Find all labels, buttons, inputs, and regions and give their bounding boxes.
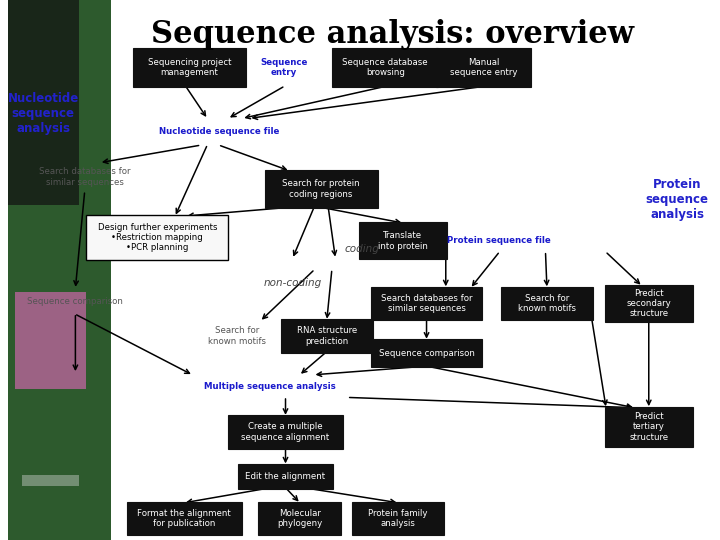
FancyBboxPatch shape bbox=[238, 464, 333, 489]
Text: Protein
sequence
analysis: Protein sequence analysis bbox=[646, 178, 708, 221]
Text: Predict
tertiary
structure: Predict tertiary structure bbox=[629, 411, 668, 442]
Text: Edit the alignment: Edit the alignment bbox=[246, 472, 325, 481]
Text: Sequence
entry: Sequence entry bbox=[261, 58, 307, 77]
FancyBboxPatch shape bbox=[127, 502, 242, 535]
Text: Molecular
phylogeny: Molecular phylogeny bbox=[277, 509, 323, 528]
Text: non-coding: non-coding bbox=[264, 278, 322, 288]
Text: Nucleotide
sequence
analysis: Nucleotide sequence analysis bbox=[8, 92, 79, 135]
Text: Sequence comparison: Sequence comparison bbox=[379, 349, 474, 357]
Text: Search for protein
coding regions: Search for protein coding regions bbox=[282, 179, 360, 199]
Text: Search databases for
similar sequences: Search databases for similar sequences bbox=[381, 294, 472, 313]
Text: Translate
into protein: Translate into protein bbox=[378, 231, 428, 251]
Text: Format the alignment
for publication: Format the alignment for publication bbox=[138, 509, 231, 528]
FancyBboxPatch shape bbox=[86, 215, 228, 260]
Bar bbox=[8, 0, 79, 205]
Text: Predict
secondary
structure: Predict secondary structure bbox=[626, 288, 671, 319]
FancyBboxPatch shape bbox=[371, 339, 482, 367]
FancyBboxPatch shape bbox=[258, 502, 341, 535]
Text: Protein family
analysis: Protein family analysis bbox=[369, 509, 428, 528]
FancyBboxPatch shape bbox=[605, 285, 693, 322]
FancyBboxPatch shape bbox=[132, 48, 246, 87]
Text: Protein sequence file: Protein sequence file bbox=[447, 237, 551, 245]
FancyBboxPatch shape bbox=[281, 319, 373, 353]
Bar bbox=[15, 292, 86, 389]
FancyBboxPatch shape bbox=[264, 170, 378, 208]
Text: Search for
known motifs: Search for known motifs bbox=[208, 326, 266, 346]
FancyBboxPatch shape bbox=[359, 222, 447, 259]
Text: Sequencing project
management: Sequencing project management bbox=[148, 58, 231, 77]
FancyBboxPatch shape bbox=[352, 502, 444, 535]
Bar bbox=[8, 0, 111, 540]
Text: coding: coding bbox=[344, 245, 379, 254]
Text: RNA structure
prediction: RNA structure prediction bbox=[297, 326, 357, 346]
FancyBboxPatch shape bbox=[436, 48, 531, 87]
Text: Sequence analysis: overview: Sequence analysis: overview bbox=[151, 19, 634, 50]
FancyBboxPatch shape bbox=[605, 407, 693, 447]
FancyBboxPatch shape bbox=[332, 48, 438, 87]
Text: Search databases for
similar sequences: Search databases for similar sequences bbox=[39, 167, 130, 187]
FancyBboxPatch shape bbox=[371, 287, 482, 320]
Text: Manual
sequence entry: Manual sequence entry bbox=[450, 58, 517, 77]
Text: Create a multiple
sequence alignment: Create a multiple sequence alignment bbox=[241, 422, 330, 442]
Text: Sequence database
browsing: Sequence database browsing bbox=[343, 58, 428, 77]
FancyBboxPatch shape bbox=[501, 287, 593, 320]
Bar bbox=[22, 475, 79, 486]
Text: Multiple sequence analysis: Multiple sequence analysis bbox=[204, 382, 336, 390]
Text: Sequence comparison: Sequence comparison bbox=[27, 297, 123, 306]
FancyBboxPatch shape bbox=[228, 415, 343, 449]
Text: Search for
known motifs: Search for known motifs bbox=[518, 294, 576, 313]
Text: Nucleotide sequence file: Nucleotide sequence file bbox=[159, 127, 279, 136]
Text: Design further experiments
•Restriction mapping
•PCR planning: Design further experiments •Restriction … bbox=[97, 222, 217, 253]
